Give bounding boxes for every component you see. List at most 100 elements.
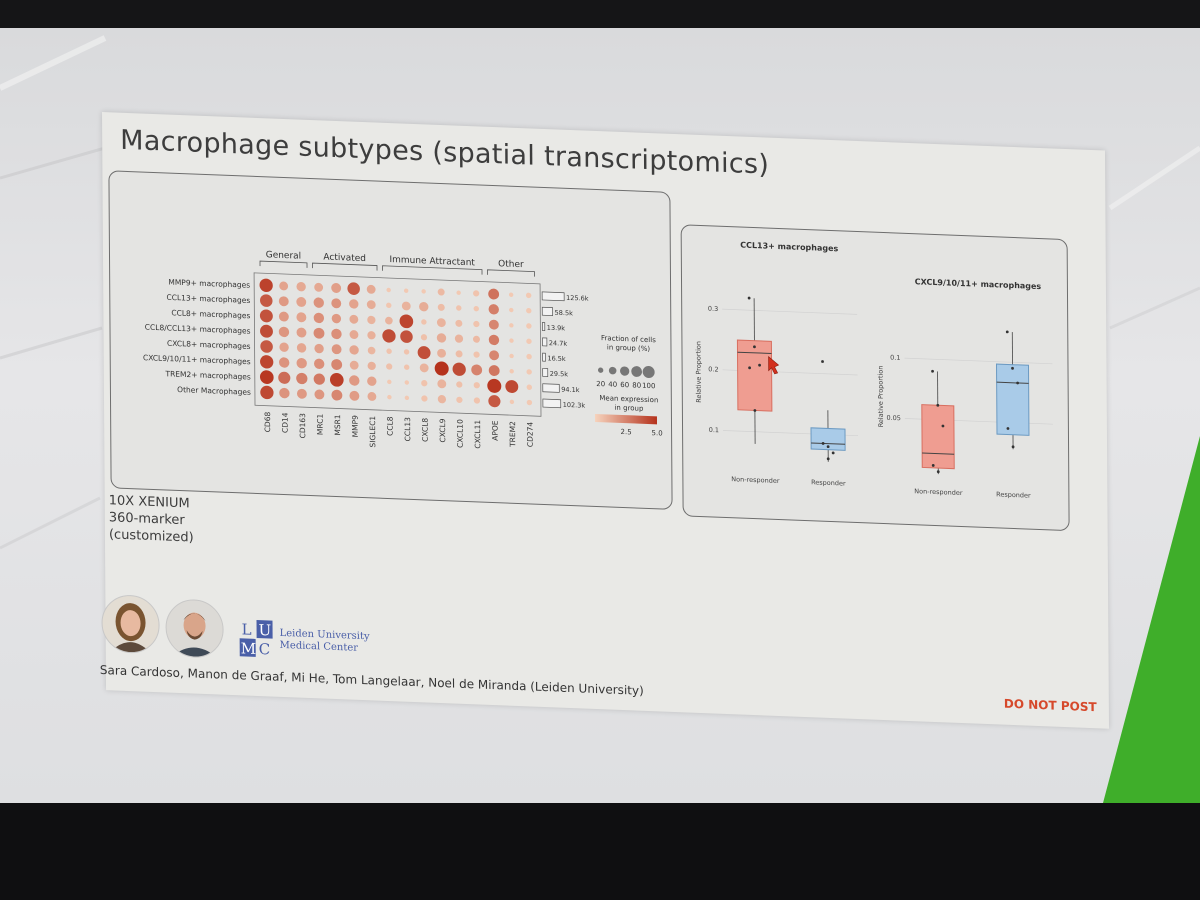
data-point [826,445,830,449]
cell-count-label: 16.5k [547,354,566,363]
gene-label: CXCL11 [473,419,482,448]
gene-label: CCL13 [403,417,412,442]
dot-mark [349,375,360,386]
size-legend-label: 20 [596,380,605,388]
gridline [904,357,1053,365]
dot-mark [452,362,466,376]
dot-mark [404,395,410,401]
dot-mark [349,299,359,309]
dot-mark [331,313,342,324]
box-body [810,427,846,451]
dot-mark [488,334,500,346]
platform-line: (customized) [108,527,194,546]
cell-count-bar [542,352,546,362]
cell-count-bar [541,291,565,302]
dot-mark [436,333,447,343]
y-tick-label: 0.1 [709,426,719,434]
data-point [826,457,830,461]
author-photo-2 [165,598,224,659]
dot-mark [331,283,342,293]
dot-mark [382,329,396,343]
dot-mark [437,379,447,389]
x-category-label: Non-responder [914,487,963,497]
dot-mark [401,301,411,311]
dot-mark [296,372,308,385]
dot-mark [526,384,533,390]
data-point [931,369,934,373]
dot-mark [313,312,325,324]
dot-mark [456,381,463,388]
dot-mark [385,316,393,325]
dot-mark [505,380,519,394]
cell-count-label: 102.3k [563,401,586,410]
data-point [748,366,751,370]
dot-mark [349,390,360,401]
cell-count-bar [542,337,548,347]
dot-mark [331,359,343,370]
gene-label: CXCL8 [421,417,430,442]
dot-mark [508,292,514,297]
dot-mark [437,395,447,404]
dot-mark [314,282,324,292]
dot-mark [278,311,289,322]
gene-label: CD163 [298,413,307,439]
dot-mark [279,342,289,352]
dot-mark [434,361,449,376]
dot-mark [472,335,480,343]
dot-mark [455,350,463,358]
gene-label: CD14 [281,412,290,433]
dot-mark [437,348,447,358]
dot-mark [387,379,392,385]
cell-count-label: 125.6k [566,294,589,303]
dot-mark [331,328,342,340]
dot-mark [279,387,290,399]
floor-dark-band [0,803,1200,900]
dot-mark [509,323,514,328]
logo-letter: L [242,620,252,638]
x-category-label: Responder [996,490,1031,499]
dot-mark [419,363,429,373]
y-tick-label: 0.05 [886,414,901,423]
dot-mark [259,370,274,384]
row-label: CXCL9/10/11+ macrophages [143,353,251,366]
box-median [737,351,772,355]
logo-line-1: Leiden University [280,628,370,642]
dot-mark [526,307,532,314]
dot-mark [296,388,307,399]
dot-mark [387,394,392,400]
data-point [1006,427,1010,430]
gene-group-bracket [382,265,483,275]
dot-mark [526,353,532,360]
dot-mark [296,312,307,323]
dot-mark [349,314,359,324]
row-label: Other Macrophages [177,385,251,397]
boxplot-title: CXCL9/10/11+ macrophages [915,277,1042,291]
color-legend-tick: 5.0 [651,429,662,437]
gene-group-label: Activated [323,253,366,265]
dot-mark [278,296,289,307]
color-legend-title: in group [614,404,644,413]
dot-mark [313,327,325,339]
gene-group-label: General [266,250,302,261]
cell-count-bar [541,322,546,331]
dot-mark [456,290,461,295]
dot-mark [473,351,480,358]
dot-mark [399,314,414,329]
platform-notes: 10X XENIUM 360-marker (customized) [109,492,194,546]
row-label: TREM2+ macrophages [164,369,250,381]
cell-count-label: 29.5k [550,370,569,379]
dot-mark [419,301,429,312]
logo-letter: M [241,639,256,658]
dot-mark [473,290,480,297]
dot-mark [526,323,532,329]
color-legend-tick: 2.5 [620,428,631,436]
data-point [936,403,940,407]
dot-mark [421,319,427,325]
data-point [1011,445,1015,449]
box-median [996,381,1029,384]
box-body [736,339,773,412]
cell-count-label: 58.5k [555,309,574,318]
dot-mark [404,380,410,385]
dot-mark [473,320,480,328]
logo-line-2: Medical Center [280,640,359,654]
